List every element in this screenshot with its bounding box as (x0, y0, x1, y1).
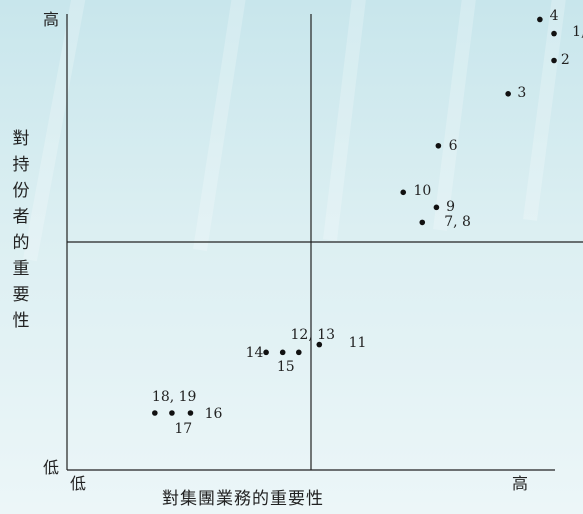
point-label: 15 (276, 359, 295, 376)
y-axis-title-char: 性 (12, 311, 30, 331)
point-label: 1, 5 (572, 23, 583, 40)
data-point (296, 349, 302, 356)
data-point (187, 410, 194, 416)
point-label: 2 (560, 51, 570, 68)
data-point (505, 91, 511, 97)
background-streak (193, 0, 246, 252)
data-point (279, 349, 286, 356)
y-axis-title-char: 要 (12, 285, 30, 305)
y-axis-title: 對持份者的重要性 (10, 126, 32, 334)
data-point (316, 341, 323, 348)
data-point (537, 16, 543, 23)
y-axis-title-char: 重 (12, 259, 30, 279)
axes-and-quadrant-lines (66, 14, 583, 471)
y-axis-title-char: 的 (12, 233, 30, 253)
y-axis-title-char: 對 (12, 129, 30, 149)
x-axis-low-label: 低 (70, 474, 87, 493)
data-point (435, 142, 442, 149)
y-axis-title-char: 者 (12, 207, 30, 227)
x-axis-high-label: 高 (512, 474, 529, 493)
point-label: 10 (413, 183, 432, 200)
point-label: 11 (348, 335, 367, 352)
background-streak (433, 0, 476, 231)
data-point (433, 204, 440, 211)
y-axis-title-char: 份 (12, 181, 30, 201)
point-label: 14 (245, 345, 264, 362)
point-label: 4 (549, 7, 559, 24)
x-axis-title: 對集團業務的重要性 (162, 489, 324, 509)
background-streaks (23, 0, 566, 262)
point-label: 18, 19 (151, 389, 197, 406)
background-streak (23, 0, 86, 262)
y-axis-low-label: 低 (43, 458, 60, 477)
background-streak (323, 0, 366, 241)
data-point (551, 30, 557, 37)
background-streak (523, 0, 566, 221)
point-label: 7, 8 (444, 214, 471, 231)
point-label: 3 (517, 84, 527, 101)
data-point (419, 219, 426, 226)
data-point (551, 57, 557, 64)
y-axis-title-char: 持 (12, 155, 30, 175)
point-label: 6 (448, 137, 458, 154)
data-points (152, 16, 557, 416)
point-label: 9 (446, 199, 456, 216)
data-point (169, 410, 175, 416)
data-point (400, 189, 407, 196)
point-label: 17 (174, 420, 193, 437)
point-label: 12, 13 (290, 327, 336, 344)
point-label: 16 (204, 405, 223, 422)
data-point (263, 349, 269, 356)
y-axis-high-label: 高 (43, 10, 60, 29)
data-point (152, 410, 158, 416)
